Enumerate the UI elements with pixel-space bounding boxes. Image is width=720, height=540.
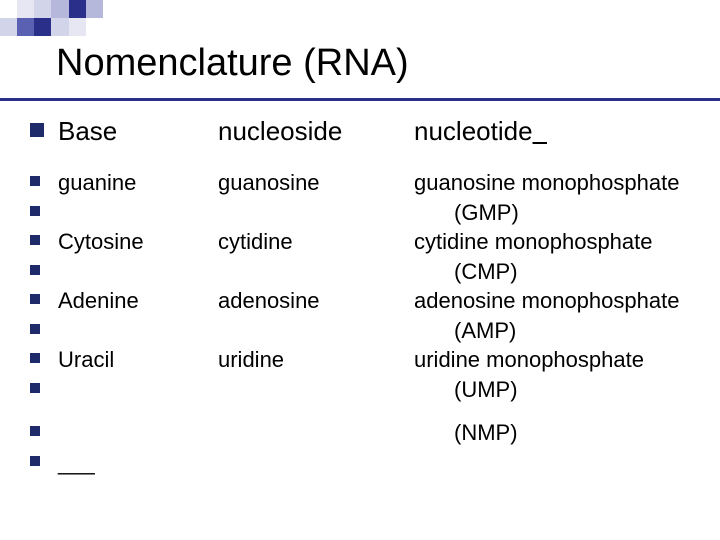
title-underline	[0, 98, 720, 101]
table-row: Uracil uridine uridine monophosphate	[30, 346, 700, 374]
cell-abbrev: (CMP)	[414, 258, 700, 286]
bullet-icon	[30, 176, 40, 186]
header-nucleoside: nucleoside	[218, 116, 414, 147]
cell-base: Cytosine	[58, 228, 218, 256]
cell-nucleotide: uridine monophosphate	[414, 346, 700, 374]
cell-nucleotide: adenosine monophosphate	[414, 287, 700, 315]
header-row: Base nucleoside nucleotide	[30, 116, 700, 147]
corner-decoration	[0, 0, 120, 36]
cell-nucleoside: adenosine	[218, 287, 414, 315]
table-row: (UMP)	[30, 376, 700, 404]
cell-base: Uracil	[58, 346, 218, 374]
table-row: (NMP)	[30, 419, 700, 447]
cell-abbrev: (NMP)	[414, 419, 700, 447]
cell-base: Adenine	[58, 287, 218, 315]
table-row: Adenine adenosine adenosine monophosphat…	[30, 287, 700, 315]
cell-abbrev: (AMP)	[414, 317, 700, 345]
bullet-icon	[30, 353, 40, 363]
table-row: ___	[30, 449, 700, 477]
bullet-icon	[30, 265, 40, 275]
cell-nucleotide: cytidine monophosphate	[414, 228, 700, 256]
bullet-icon	[30, 383, 40, 393]
cell-nucleotide: guanosine monophosphate	[414, 169, 700, 197]
cell-base: guanine	[58, 169, 218, 197]
bullet-icon	[30, 324, 40, 334]
table-row: guanine guanosine guanosine monophosphat…	[30, 169, 700, 197]
table-row: (CMP)	[30, 258, 700, 286]
bullet-icon	[30, 456, 40, 466]
table-row: (GMP)	[30, 199, 700, 227]
header-base: Base	[58, 116, 218, 147]
cell-nucleoside: uridine	[218, 346, 414, 374]
cell-underline: ___	[58, 449, 218, 477]
slide-title: Nomenclature (RNA)	[56, 42, 409, 85]
bullet-icon	[30, 294, 40, 304]
bullet-icon	[30, 426, 40, 436]
cell-abbrev: (GMP)	[414, 199, 700, 227]
table-row: Cytosine cytidine cytidine monophosphate	[30, 228, 700, 256]
bullet-icon	[30, 235, 40, 245]
cell-nucleoside: cytidine	[218, 228, 414, 256]
cell-abbrev: (UMP)	[414, 376, 700, 404]
table-row: (AMP)	[30, 317, 700, 345]
content-area: Base nucleoside nucleotide guanine guano…	[30, 116, 700, 478]
cell-nucleoside: guanosine	[218, 169, 414, 197]
header-nucleotide: nucleotide	[414, 116, 700, 147]
bullet-icon	[30, 123, 44, 137]
bullet-icon	[30, 206, 40, 216]
